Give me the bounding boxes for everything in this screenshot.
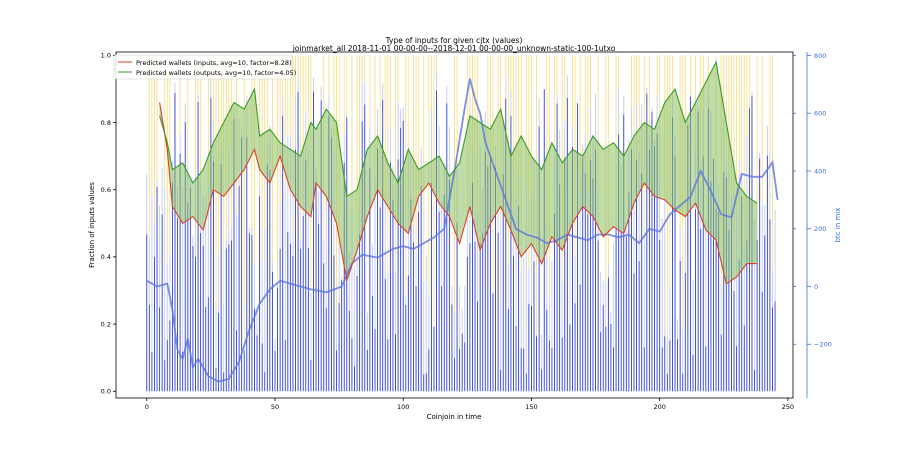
y2-tick-label: 800 xyxy=(814,52,826,60)
y2-tick-label: 600 xyxy=(814,110,826,118)
y-axis-left: 0.0 0.2 0.4 0.6 0.8 1.0 xyxy=(101,52,116,396)
series-line-inputs xyxy=(159,102,758,285)
y2-tick-label: −200 xyxy=(814,341,832,349)
y2-tick-label: 400 xyxy=(814,167,826,175)
y-tick-label: 0.4 xyxy=(101,253,111,261)
y-tick-label: 0.6 xyxy=(101,186,111,194)
y-axis-label: Fraction of inputs values xyxy=(88,182,96,268)
x-tick-label: 250 xyxy=(782,403,794,411)
y-tick-label: 0.0 xyxy=(101,388,111,396)
x-tick-label: 50 xyxy=(271,403,279,411)
fill-between-layer xyxy=(159,62,758,284)
x-tick-label: 0 xyxy=(145,403,149,411)
plot-frame xyxy=(115,51,794,399)
y-tick-label: 0.2 xyxy=(101,320,111,328)
legend: Predicted wallets (inputs, avg=10, facto… xyxy=(113,54,296,80)
y2-tick-label: 200 xyxy=(814,225,826,233)
series-line-btc-in-mix xyxy=(146,78,779,383)
chart-title: Type of inputs for given cjtx (values) xyxy=(385,36,523,45)
x-tick-label: 200 xyxy=(653,403,665,411)
legend-label-inputs: Predicted wallets (inputs, avg=10, facto… xyxy=(136,59,292,67)
x-tick-label: 150 xyxy=(525,403,537,411)
y-axis-right: −200 0 200 400 600 800 xyxy=(793,52,832,398)
x-axis-label: Coinjoin in time xyxy=(427,413,482,421)
legend-label-outputs: Predicted wallets (outputs, avg=10, fact… xyxy=(136,69,296,77)
x-tick-label: 100 xyxy=(397,403,409,411)
y-tick-label: 0.8 xyxy=(101,119,111,127)
legend-box xyxy=(113,54,293,80)
series-lines xyxy=(146,60,779,383)
x-axis: 0 50 100 150 200 250 xyxy=(145,398,794,411)
y2-axis-label: btc in mix xyxy=(834,208,842,243)
chart-subtitle: joinmarket_all 2018-11-01 00-00-00--2018… xyxy=(292,44,616,53)
y-tick-label: 1.0 xyxy=(101,52,111,60)
y2-tick-label: 0 xyxy=(814,283,818,291)
fill-between-area xyxy=(159,62,758,284)
series-line-outputs xyxy=(159,60,758,204)
